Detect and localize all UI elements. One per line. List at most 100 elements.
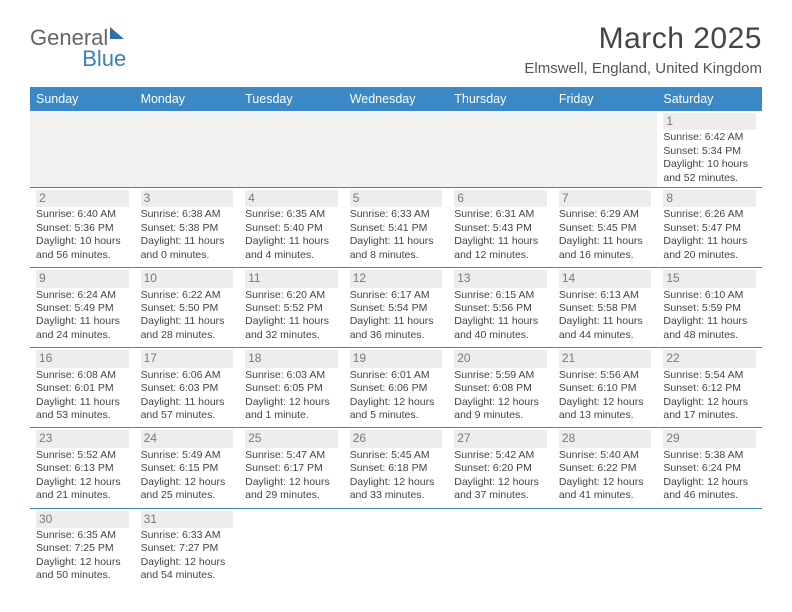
calendar-day-cell: 20Sunrise: 5:59 AMSunset: 6:08 PMDayligh… [448,348,553,428]
calendar-day-cell: 12Sunrise: 6:17 AMSunset: 5:54 PMDayligh… [344,268,449,348]
daylight-text: Daylight: 11 hours and 40 minutes. [454,315,547,342]
calendar-day-cell: 10Sunrise: 6:22 AMSunset: 5:50 PMDayligh… [135,268,240,348]
calendar-day-cell: 8Sunrise: 6:26 AMSunset: 5:47 PMDaylight… [657,188,762,268]
calendar-day-cell: 23Sunrise: 5:52 AMSunset: 6:13 PMDayligh… [30,428,135,508]
sunset-text: Sunset: 5:34 PM [663,145,756,158]
day-number: 15 [663,270,756,287]
calendar-day-cell: 11Sunrise: 6:20 AMSunset: 5:52 PMDayligh… [239,268,344,348]
sunset-text: Sunset: 5:49 PM [36,302,129,315]
sunset-text: Sunset: 6:06 PM [350,382,443,395]
calendar-header-row: SundayMondayTuesdayWednesdayThursdayFrid… [30,87,762,111]
sunset-text: Sunset: 5:59 PM [663,302,756,315]
day-number: 20 [454,350,547,367]
day-number: 7 [559,190,652,207]
day-number: 19 [350,350,443,367]
calendar-empty-cell [553,508,658,588]
sunrise-text: Sunrise: 5:54 AM [663,369,756,382]
sunrise-text: Sunrise: 6:22 AM [141,289,234,302]
daylight-text: Daylight: 11 hours and 12 minutes. [454,235,547,262]
daylight-text: Daylight: 12 hours and 33 minutes. [350,476,443,503]
day-number: 22 [663,350,756,367]
daylight-text: Daylight: 12 hours and 21 minutes. [36,476,129,503]
day-number: 16 [36,350,129,367]
calendar-day-cell: 28Sunrise: 5:40 AMSunset: 6:22 PMDayligh… [553,428,658,508]
day-number: 21 [559,350,652,367]
calendar-day-cell: 17Sunrise: 6:06 AMSunset: 6:03 PMDayligh… [135,348,240,428]
sunset-text: Sunset: 5:56 PM [454,302,547,315]
calendar-page: GeneralBlue March 2025 Elmswell, England… [0,0,792,588]
sunset-text: Sunset: 5:38 PM [141,222,234,235]
calendar-day-cell: 31Sunrise: 6:33 AMSunset: 7:27 PMDayligh… [135,508,240,588]
calendar-day-cell: 21Sunrise: 5:56 AMSunset: 6:10 PMDayligh… [553,348,658,428]
day-number: 25 [245,430,338,447]
sunset-text: Sunset: 6:13 PM [36,462,129,475]
day-number: 4 [245,190,338,207]
calendar-day-cell: 14Sunrise: 6:13 AMSunset: 5:58 PMDayligh… [553,268,658,348]
day-number: 12 [350,270,443,287]
daylight-text: Daylight: 11 hours and 16 minutes. [559,235,652,262]
day-number: 9 [36,270,129,287]
calendar-day-cell: 2Sunrise: 6:40 AMSunset: 5:36 PMDaylight… [30,188,135,268]
daylight-text: Daylight: 12 hours and 13 minutes. [559,396,652,423]
calendar-empty-cell [657,508,762,588]
sunset-text: Sunset: 5:40 PM [245,222,338,235]
calendar-day-cell: 4Sunrise: 6:35 AMSunset: 5:40 PMDaylight… [239,188,344,268]
daylight-text: Daylight: 12 hours and 54 minutes. [141,556,234,583]
day-number: 18 [245,350,338,367]
day-number: 26 [350,430,443,447]
day-number: 2 [36,190,129,207]
calendar-day-cell: 1Sunrise: 6:42 AMSunset: 5:34 PMDaylight… [657,111,762,188]
sunrise-text: Sunrise: 5:42 AM [454,449,547,462]
sunset-text: Sunset: 6:18 PM [350,462,443,475]
sunset-text: Sunset: 5:45 PM [559,222,652,235]
location-subtitle: Elmswell, England, United Kingdom [524,60,762,77]
calendar-empty-cell [239,111,344,188]
day-number: 11 [245,270,338,287]
day-number: 29 [663,430,756,447]
daylight-text: Daylight: 12 hours and 37 minutes. [454,476,547,503]
sunrise-text: Sunrise: 5:49 AM [141,449,234,462]
day-number: 28 [559,430,652,447]
calendar-day-cell: 13Sunrise: 6:15 AMSunset: 5:56 PMDayligh… [448,268,553,348]
day-number: 8 [663,190,756,207]
weekday-header: Sunday [30,87,135,111]
sunrise-text: Sunrise: 5:40 AM [559,449,652,462]
sunrise-text: Sunrise: 6:26 AM [663,208,756,221]
sunset-text: Sunset: 7:25 PM [36,542,129,555]
calendar-empty-cell [239,508,344,588]
day-number: 10 [141,270,234,287]
sunrise-text: Sunrise: 6:42 AM [663,131,756,144]
weekday-header: Wednesday [344,87,449,111]
daylight-text: Daylight: 11 hours and 53 minutes. [36,396,129,423]
sunrise-text: Sunrise: 6:06 AM [141,369,234,382]
sunset-text: Sunset: 5:50 PM [141,302,234,315]
sunset-text: Sunset: 6:17 PM [245,462,338,475]
sunrise-text: Sunrise: 6:31 AM [454,208,547,221]
sunset-text: Sunset: 5:43 PM [454,222,547,235]
calendar-empty-cell [448,111,553,188]
sunrise-text: Sunrise: 6:33 AM [350,208,443,221]
calendar-day-cell: 29Sunrise: 5:38 AMSunset: 6:24 PMDayligh… [657,428,762,508]
sunset-text: Sunset: 6:20 PM [454,462,547,475]
weekday-header: Friday [553,87,658,111]
sunset-text: Sunset: 5:58 PM [559,302,652,315]
daylight-text: Daylight: 12 hours and 5 minutes. [350,396,443,423]
sunset-text: Sunset: 6:24 PM [663,462,756,475]
sunset-text: Sunset: 6:10 PM [559,382,652,395]
sunset-text: Sunset: 6:12 PM [663,382,756,395]
daylight-text: Daylight: 11 hours and 36 minutes. [350,315,443,342]
sunrise-text: Sunrise: 6:38 AM [141,208,234,221]
calendar-day-cell: 6Sunrise: 6:31 AMSunset: 5:43 PMDaylight… [448,188,553,268]
sunset-text: Sunset: 6:05 PM [245,382,338,395]
day-number: 24 [141,430,234,447]
calendar-day-cell: 15Sunrise: 6:10 AMSunset: 5:59 PMDayligh… [657,268,762,348]
calendar-week-row: 9Sunrise: 6:24 AMSunset: 5:49 PMDaylight… [30,268,762,348]
calendar-week-row: 2Sunrise: 6:40 AMSunset: 5:36 PMDaylight… [30,188,762,268]
calendar-empty-cell [344,111,449,188]
sunset-text: Sunset: 5:52 PM [245,302,338,315]
sunset-text: Sunset: 6:01 PM [36,382,129,395]
calendar-body: 1Sunrise: 6:42 AMSunset: 5:34 PMDaylight… [30,111,762,588]
sunrise-text: Sunrise: 6:17 AM [350,289,443,302]
day-number: 6 [454,190,547,207]
daylight-text: Daylight: 11 hours and 20 minutes. [663,235,756,262]
